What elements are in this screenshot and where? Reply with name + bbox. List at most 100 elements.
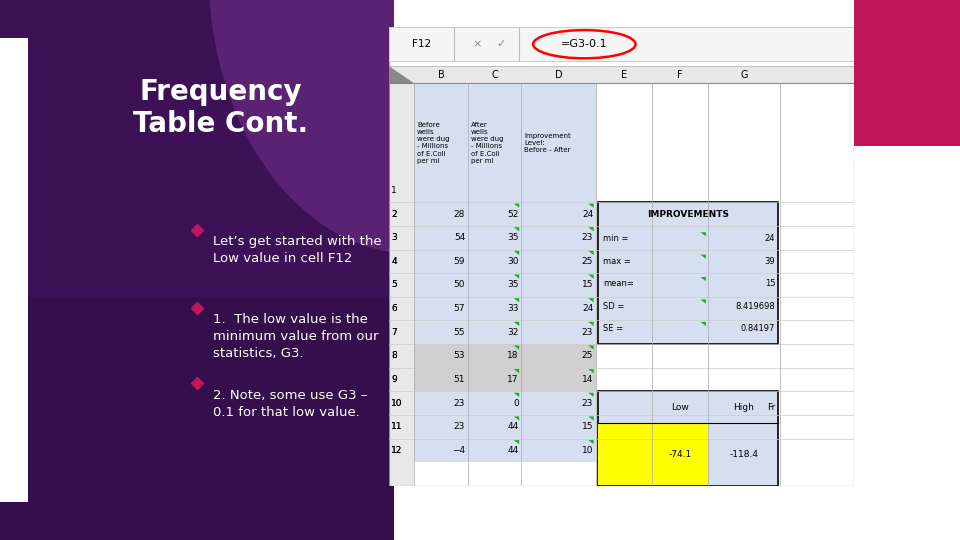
Text: 15: 15 xyxy=(582,280,593,289)
Text: E: E xyxy=(621,70,627,80)
Polygon shape xyxy=(588,369,593,373)
Circle shape xyxy=(208,0,618,254)
Bar xyxy=(415,320,596,344)
Bar xyxy=(0,297,394,540)
Text: 35: 35 xyxy=(507,280,518,289)
Text: 8: 8 xyxy=(391,352,396,360)
Bar xyxy=(415,438,596,462)
Text: 2: 2 xyxy=(391,210,396,219)
Bar xyxy=(598,202,778,344)
Text: 54: 54 xyxy=(454,233,466,242)
Text: B: B xyxy=(438,70,444,80)
Text: Frequency
Table Cont.: Frequency Table Cont. xyxy=(132,78,308,138)
Polygon shape xyxy=(514,227,519,231)
Bar xyxy=(596,84,780,202)
Text: 10: 10 xyxy=(391,399,402,408)
Text: 3: 3 xyxy=(391,233,396,242)
Text: min =: min = xyxy=(603,234,629,244)
Polygon shape xyxy=(588,204,593,208)
Bar xyxy=(389,84,415,486)
Polygon shape xyxy=(588,298,593,302)
Text: 24: 24 xyxy=(582,304,593,313)
Text: 23: 23 xyxy=(582,328,593,337)
Text: 2. Note, some use G3 –
0.1 for that low value.: 2. Note, some use G3 – 0.1 for that low … xyxy=(212,389,367,419)
Text: 52: 52 xyxy=(507,210,518,219)
Polygon shape xyxy=(588,227,593,231)
Bar xyxy=(415,344,596,368)
Bar xyxy=(415,84,596,202)
Text: Low: Low xyxy=(671,403,688,411)
Polygon shape xyxy=(514,346,519,349)
Text: 8.419698: 8.419698 xyxy=(735,302,776,310)
Bar xyxy=(389,84,854,486)
Bar xyxy=(415,249,596,273)
Polygon shape xyxy=(588,346,593,349)
Text: Improvement
Level:
Before - After: Improvement Level: Before - After xyxy=(524,133,571,153)
Polygon shape xyxy=(701,232,706,237)
Text: 33: 33 xyxy=(507,304,518,313)
Text: 35: 35 xyxy=(507,233,518,242)
Text: 32: 32 xyxy=(507,328,518,337)
Bar xyxy=(415,415,596,438)
Polygon shape xyxy=(701,322,706,326)
Text: 23: 23 xyxy=(582,233,593,242)
Text: Fr: Fr xyxy=(767,403,776,411)
Polygon shape xyxy=(588,440,593,444)
Bar xyxy=(389,27,454,62)
Bar xyxy=(415,368,596,392)
Text: -74.1: -74.1 xyxy=(668,450,691,459)
Polygon shape xyxy=(588,393,593,397)
Text: 14: 14 xyxy=(582,375,593,384)
Bar xyxy=(596,297,780,320)
Bar xyxy=(415,226,596,249)
Bar xyxy=(596,226,780,249)
Text: 44: 44 xyxy=(508,422,518,431)
Text: 1.  The low value is the
minimum value from our
statistics, G3.: 1. The low value is the minimum value fr… xyxy=(212,313,378,360)
Text: 55: 55 xyxy=(454,328,466,337)
Text: 0: 0 xyxy=(513,399,518,408)
Text: =G3-0.1: =G3-0.1 xyxy=(561,39,608,49)
Text: 9: 9 xyxy=(391,375,396,384)
Text: 12: 12 xyxy=(391,446,402,455)
Text: 50: 50 xyxy=(454,280,466,289)
Text: 39: 39 xyxy=(764,257,776,266)
Text: 0.84197: 0.84197 xyxy=(741,324,776,333)
Polygon shape xyxy=(588,322,593,326)
Bar xyxy=(415,273,596,297)
Bar xyxy=(596,320,780,344)
Text: SE =: SE = xyxy=(603,324,623,333)
Text: 12: 12 xyxy=(391,446,402,455)
Polygon shape xyxy=(588,274,593,279)
Text: -118.4: -118.4 xyxy=(730,450,758,459)
Text: 1: 1 xyxy=(391,186,396,195)
Bar xyxy=(389,66,854,84)
Text: G: G xyxy=(740,70,748,80)
Text: F12: F12 xyxy=(412,39,431,49)
Bar xyxy=(596,202,780,226)
Polygon shape xyxy=(514,393,519,397)
Text: 8: 8 xyxy=(391,352,396,360)
Bar xyxy=(598,392,778,486)
Text: 5: 5 xyxy=(391,280,396,289)
Bar xyxy=(596,249,780,273)
Polygon shape xyxy=(701,255,706,259)
Text: mean=: mean= xyxy=(603,279,634,288)
Text: −4: −4 xyxy=(452,446,466,455)
Text: 25: 25 xyxy=(582,257,593,266)
Bar xyxy=(415,297,596,320)
Text: 5: 5 xyxy=(391,280,396,289)
Bar xyxy=(415,202,596,226)
Text: 6: 6 xyxy=(391,304,396,313)
Polygon shape xyxy=(389,66,415,84)
Polygon shape xyxy=(514,369,519,373)
Text: 7: 7 xyxy=(391,328,396,337)
Text: 23: 23 xyxy=(454,422,466,431)
Text: Let’s get started with the
Low value in cell F12: Let’s get started with the Low value in … xyxy=(212,235,381,265)
Text: After
wells
were dug
- Millions
of E.Coli
per ml: After wells were dug - Millions of E.Col… xyxy=(470,122,503,164)
Text: 44: 44 xyxy=(508,446,518,455)
Text: 51: 51 xyxy=(454,375,466,384)
Polygon shape xyxy=(588,251,593,255)
Bar xyxy=(389,27,854,62)
Text: ×: × xyxy=(472,39,482,49)
Polygon shape xyxy=(514,440,519,444)
